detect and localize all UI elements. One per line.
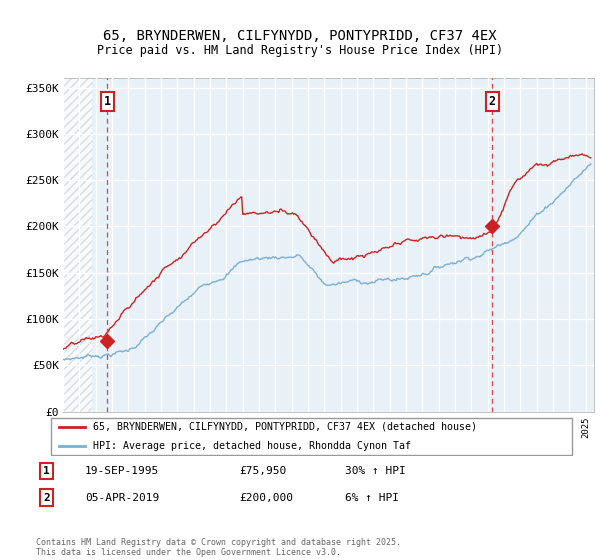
Text: 30% ↑ HPI: 30% ↑ HPI [344,466,406,476]
Text: 1: 1 [43,466,50,476]
Text: 2: 2 [43,492,50,502]
Text: 6% ↑ HPI: 6% ↑ HPI [344,492,398,502]
Text: HPI: Average price, detached house, Rhondda Cynon Taf: HPI: Average price, detached house, Rhon… [93,441,411,451]
Text: Price paid vs. HM Land Registry's House Price Index (HPI): Price paid vs. HM Land Registry's House … [97,44,503,57]
Text: 19-SEP-1995: 19-SEP-1995 [85,466,160,476]
FancyBboxPatch shape [50,418,572,455]
Text: £75,950: £75,950 [240,466,287,476]
Text: Contains HM Land Registry data © Crown copyright and database right 2025.
This d: Contains HM Land Registry data © Crown c… [36,538,401,557]
Text: £200,000: £200,000 [240,492,294,502]
Text: 05-APR-2019: 05-APR-2019 [85,492,160,502]
Text: 2: 2 [488,95,496,108]
Text: 1: 1 [104,95,111,108]
Text: 65, BRYNDERWEN, CILFYNYDD, PONTYPRIDD, CF37 4EX (detached house): 65, BRYNDERWEN, CILFYNYDD, PONTYPRIDD, C… [93,422,477,432]
Text: 65, BRYNDERWEN, CILFYNYDD, PONTYPRIDD, CF37 4EX: 65, BRYNDERWEN, CILFYNYDD, PONTYPRIDD, C… [103,29,497,44]
